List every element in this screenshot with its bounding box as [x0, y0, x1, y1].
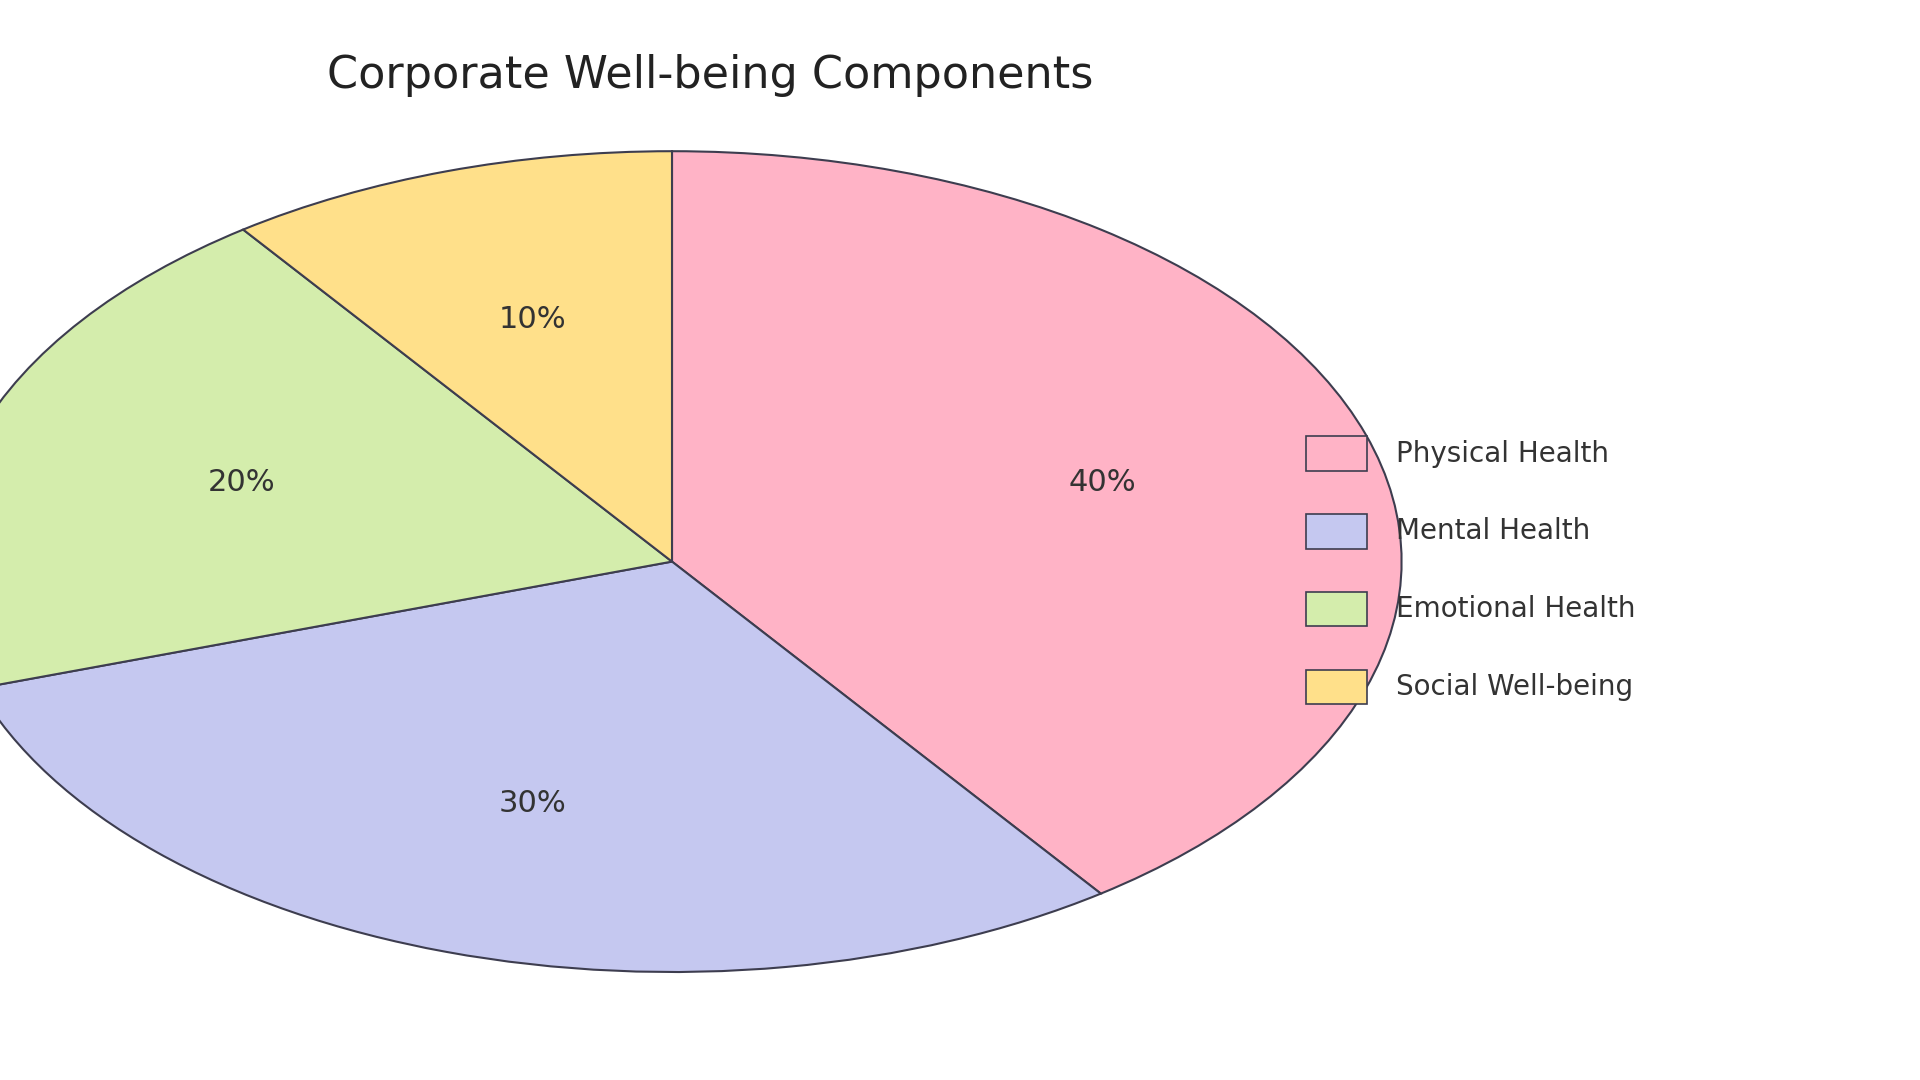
- Wedge shape: [0, 230, 672, 688]
- Wedge shape: [244, 151, 672, 562]
- Bar: [1306, 670, 1367, 704]
- Text: Physical Health: Physical Health: [1396, 440, 1609, 468]
- Text: Mental Health: Mental Health: [1396, 517, 1590, 545]
- Text: 10%: 10%: [499, 306, 566, 334]
- Bar: [1306, 592, 1367, 626]
- Bar: [1306, 514, 1367, 549]
- Text: Emotional Health: Emotional Health: [1396, 595, 1636, 623]
- Text: 40%: 40%: [1068, 469, 1137, 498]
- Text: Corporate Well-being Components: Corporate Well-being Components: [326, 54, 1094, 97]
- Wedge shape: [0, 562, 1100, 972]
- Wedge shape: [672, 151, 1402, 893]
- Bar: [1306, 436, 1367, 471]
- Text: Social Well-being: Social Well-being: [1396, 673, 1634, 701]
- Text: 30%: 30%: [499, 789, 566, 818]
- Text: 20%: 20%: [207, 469, 276, 498]
